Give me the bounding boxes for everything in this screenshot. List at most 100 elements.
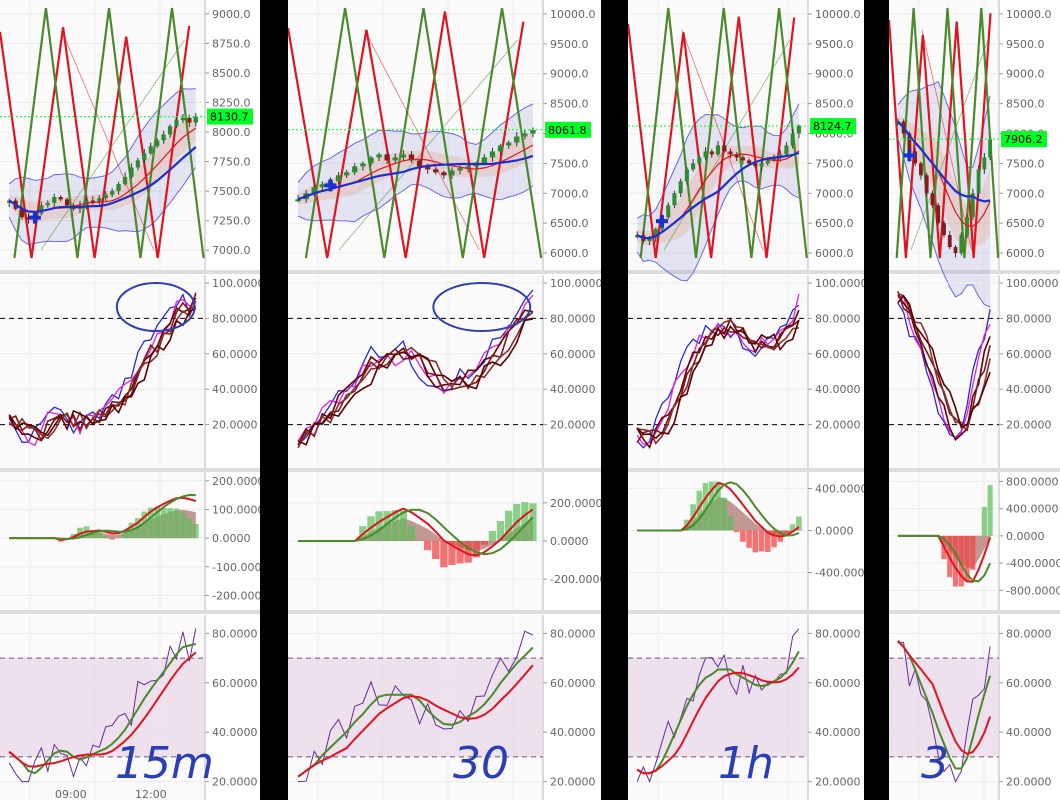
macd-histogram-bar — [952, 535, 959, 587]
candle-body — [481, 157, 488, 164]
macd-histogram-bar — [167, 508, 173, 539]
macd-histogram-bar — [407, 526, 416, 541]
candle-body — [457, 168, 463, 171]
price-tick-label: 8250.0 — [212, 97, 251, 110]
timeframe-label: 15m — [115, 738, 214, 789]
highlight-ellipse — [432, 282, 532, 332]
macd-histogram-bar — [488, 530, 497, 541]
bollinger-upper — [8, 88, 196, 185]
candle-body — [129, 167, 134, 177]
candle-body — [174, 120, 179, 127]
candle-body — [784, 145, 789, 155]
candle-body — [167, 126, 173, 135]
candle-body — [790, 133, 795, 146]
rsi-tick-label: 60.0000 — [1006, 677, 1052, 690]
rsi-tick-label: 20.0000 — [212, 776, 258, 789]
candle-body — [180, 117, 186, 121]
macd-histogram-bar — [740, 530, 746, 542]
price-tick-label: 8750.0 — [212, 37, 251, 50]
rsi-tick-label: 20.0000 — [815, 776, 861, 789]
rsi-tick-label: 60.0000 — [212, 677, 258, 690]
price-tick-label: 9500.0 — [1006, 38, 1045, 51]
macd-green-line — [9, 493, 196, 540]
macd-tick-label: -100.0000 — [212, 561, 260, 574]
candle-body — [684, 169, 689, 182]
macd-histogram-bar — [102, 536, 109, 539]
stoch-tick-label: 20.0000 — [1006, 419, 1052, 432]
price-tick-label: 7000.0 — [212, 244, 251, 257]
inner-band-fill — [637, 136, 799, 246]
macd-histogram-bar — [180, 512, 186, 539]
price-tick-label: 6500.0 — [1006, 217, 1045, 230]
macd-tick-label: 100.0000 — [212, 504, 260, 517]
price-tick-label: 6000.0 — [815, 247, 854, 260]
candle-body — [709, 151, 714, 155]
macd-histogram-bar — [970, 535, 976, 570]
stoch-line — [636, 319, 800, 440]
macd-histogram-bar — [192, 524, 199, 539]
timeframe-label: 30 — [453, 738, 509, 789]
candle-body — [747, 160, 752, 164]
pane-separator — [288, 270, 601, 274]
candle-body — [187, 117, 192, 123]
candle-body — [416, 160, 423, 167]
zigzag-red-line — [288, 11, 525, 259]
bollinger-lower — [636, 179, 800, 282]
rsi-green-line — [897, 640, 992, 770]
candle-body — [103, 194, 108, 199]
macd-histogram-bar — [964, 535, 970, 582]
macd-histogram-bar — [746, 530, 752, 548]
candle-body — [116, 184, 121, 192]
zigzag-red-line — [628, 16, 796, 259]
price-tick-label: 9000.0 — [1006, 68, 1045, 81]
inner-band-fill — [298, 132, 533, 205]
price-tick-label: 8000.0 — [212, 126, 251, 139]
cross-marker-icon — [324, 179, 337, 192]
stoch-tick-label: 80.0000 — [212, 312, 258, 325]
macd-histogram-bar — [448, 541, 456, 565]
macd-tick-label: 0.0000 — [212, 532, 251, 545]
candle-body — [740, 157, 745, 161]
macd-histogram-bar — [424, 541, 432, 551]
candle-body — [919, 163, 923, 176]
macd-histogram-bar — [789, 524, 796, 531]
rsi-red-line — [297, 664, 534, 778]
price-tick-label: 6000.0 — [1006, 247, 1045, 260]
candle-body — [722, 145, 727, 152]
rsi-tick-label: 60.0000 — [550, 677, 596, 690]
cross-marker-icon — [28, 211, 41, 224]
stoch-line — [8, 307, 197, 437]
macd-histogram-bar — [154, 506, 161, 539]
pane-separator — [889, 610, 1060, 614]
candle-body — [678, 181, 683, 194]
stoch-tick-label: 60.0000 — [815, 348, 861, 361]
bollinger-lower — [897, 138, 991, 308]
macd-tick-label: -400.0000 — [815, 567, 864, 580]
thin-red-line — [681, 29, 764, 251]
chart-panel-3: 10000.09500.09000.08500.08000.07500.0700… — [889, 0, 1060, 800]
stoch-line — [897, 302, 991, 439]
macd-histogram-bar — [987, 485, 993, 536]
candle-body — [58, 197, 63, 200]
stoch-tick-label: 100.0000 — [550, 277, 601, 290]
stoch-line — [297, 311, 534, 446]
last-price-tag — [1001, 131, 1047, 148]
candle-body — [988, 139, 993, 158]
candle-body — [148, 146, 153, 154]
stoch-line — [8, 292, 197, 443]
candle-body — [352, 166, 358, 173]
thin-red-line — [364, 29, 480, 251]
candle-body — [449, 170, 455, 176]
zigzag-green-line — [304, 7, 543, 259]
candle-body — [97, 198, 102, 202]
last-price-label: 8130.7 — [210, 111, 249, 124]
macd-histogram-bar — [141, 511, 148, 539]
candle-body — [433, 169, 439, 173]
candle-body — [193, 116, 198, 123]
candle-body — [489, 151, 496, 158]
rsi-tick-label: 60.0000 — [815, 677, 861, 690]
candle-body — [360, 163, 366, 167]
stoch-line — [297, 318, 534, 446]
candle-body — [653, 229, 658, 239]
price-tick-label: 10000.0 — [815, 8, 861, 21]
